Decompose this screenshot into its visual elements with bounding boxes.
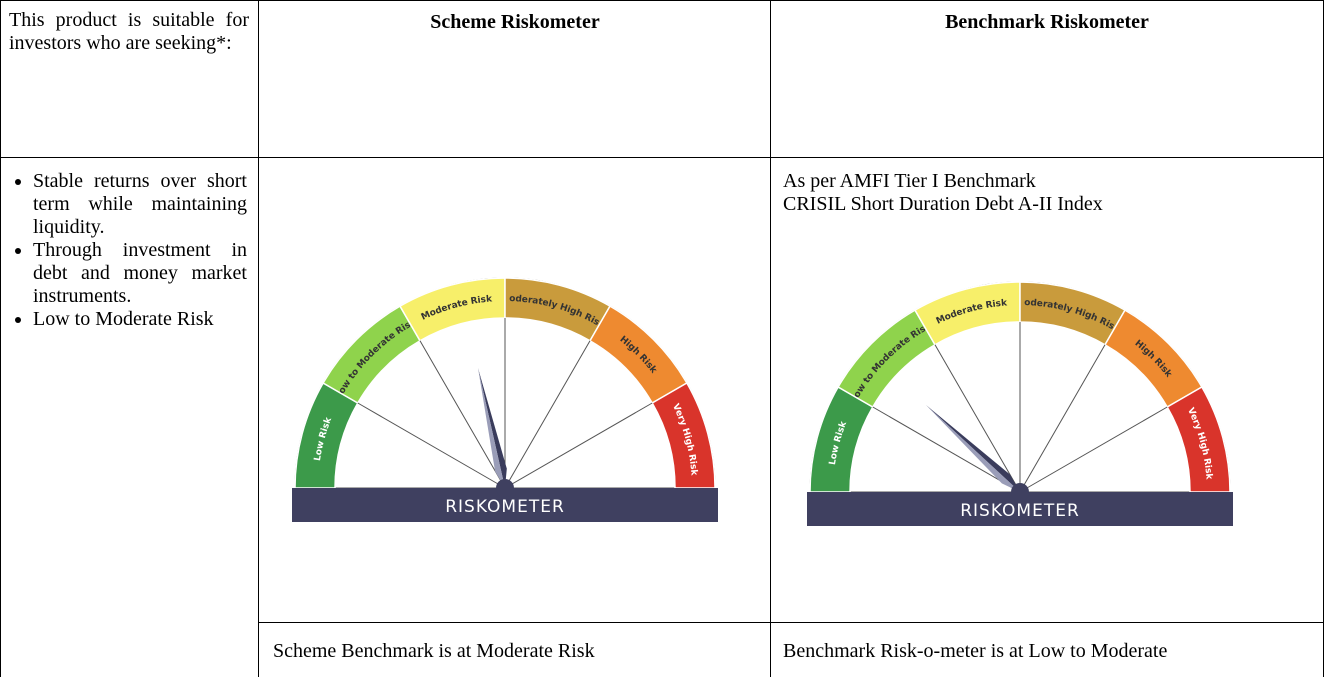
segment-label: Moderately High Risk	[0, 0, 1116, 332]
needle-hub	[496, 479, 514, 497]
riskometer-label: RISKOMETER	[445, 497, 565, 517]
riskometer-label: RISKOMETER	[960, 501, 1080, 521]
needle-hub	[1011, 483, 1029, 501]
segment-label-path: Low to Moderate Risk	[0, 0, 413, 396]
segment-label-path: Moderately High Risk	[0, 0, 1116, 332]
page: This product is suitable for investors w…	[0, 0, 1324, 677]
riskometer: Low RiskLow to Moderate RiskModerate Ris…	[0, 0, 718, 522]
segment-label: Low to Moderate Risk	[0, 0, 413, 396]
gauges: Low RiskLow to Moderate RiskModerate Ris…	[0, 0, 1324, 677]
